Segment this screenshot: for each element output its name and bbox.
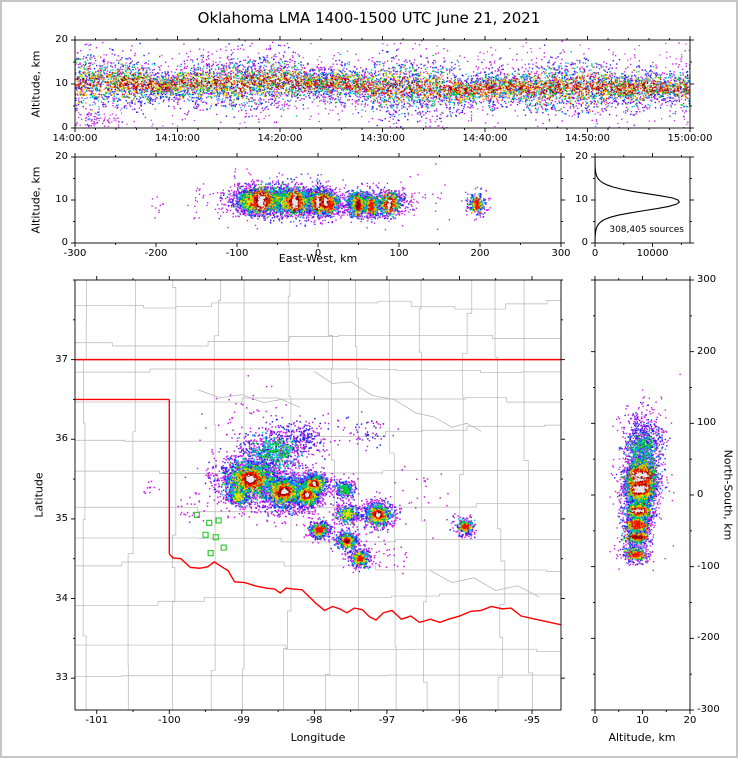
time-panel-ylabel: Altitude, km	[29, 50, 43, 118]
plan-view-y-tick-label: 34	[55, 592, 68, 604]
histogram-y-tick-label: 20	[575, 151, 588, 162]
north-south-y-tick-label: -300	[697, 704, 720, 715]
east-west-x-tick-label: 100	[389, 248, 409, 259]
plan-view-y-tick-label: 36	[55, 433, 68, 445]
plan-view-x-tick-label: -99	[233, 715, 250, 726]
histogram-y-tick-label: 0	[581, 237, 588, 248]
time-height-x-tick-label: 14:00:00	[52, 133, 98, 144]
north-south-y-tick-label: -200	[697, 632, 720, 644]
north-south-y-tick-label: 200	[697, 345, 717, 357]
ew-panel-xlabel: East-West, km	[278, 252, 358, 265]
plan-view-y-tick-label: 35	[55, 512, 68, 524]
time-height-y-tick-label: 20	[55, 34, 68, 45]
plan-view-x-tick-label: -97	[378, 715, 396, 726]
time-height-x-tick-label: 14:20:00	[257, 133, 303, 144]
plan-view-x-tick-label: -98	[306, 715, 323, 726]
plan-view-x-tick-label: -95	[523, 715, 541, 726]
histogram-x-tick-label: 0	[591, 248, 599, 259]
time-height-y-tick-label: 10	[55, 78, 68, 89]
histogram-x-tick-label: 10000	[636, 248, 669, 259]
figure-title: Oklahoma LMA 1400-1500 UTC June 21, 2021	[197, 9, 541, 27]
north-south-y-tick-label: 300	[697, 274, 717, 285]
north-south-y-tick-label: 100	[697, 417, 717, 429]
time-height-x-tick-label: 14:50:00	[565, 133, 610, 144]
plan-view-y-tick-label: 33	[55, 672, 68, 684]
east-west-x-tick-label: -300	[63, 248, 87, 259]
east-west-x-tick-label: 0	[314, 248, 322, 259]
east-west-x-tick-label: -200	[144, 248, 168, 259]
north-south-y-tick-label: 0	[697, 489, 704, 500]
east-west-x-tick-label: 200	[470, 248, 490, 259]
plan-view-x-tick-label: -101	[85, 715, 109, 726]
plan-view-x-tick-label: -96	[451, 715, 468, 726]
ns-panel-ylabel: North-South, km	[721, 449, 735, 541]
north-south-x-tick-label: 10	[636, 715, 649, 726]
east-west-y-tick-label: 10	[55, 194, 68, 205]
plan-view-y-tick-label: 37	[55, 353, 68, 365]
time-height-x-tick-label: 15:00:00	[667, 133, 713, 144]
time-height-x-tick-label: 14:10:00	[155, 133, 200, 144]
time-height-x-tick-label: 14:30:00	[360, 133, 405, 144]
time-height-x-tick-label: 14:40:00	[462, 133, 508, 144]
histogram-y-tick-label: 10	[575, 194, 588, 205]
map-ylabel: Latitude	[32, 472, 46, 518]
east-west-y-tick-label: 0	[61, 237, 68, 248]
east-west-x-tick-label: -100	[225, 248, 249, 259]
north-south-y-tick-label: -100	[697, 560, 720, 572]
map-xlabel: Longitude	[290, 731, 346, 744]
east-west-y-tick-label: 20	[55, 151, 68, 162]
ns-panel-xlabel: Altitude, km	[608, 731, 676, 744]
time-height-y-tick-label: 0	[61, 122, 68, 133]
north-south-x-tick-label: 20	[683, 715, 697, 726]
plan-view-x-tick-label: -100	[157, 715, 181, 726]
ew-panel-ylabel: Altitude, km	[29, 166, 43, 234]
source-count-annotation: 308,405 sources	[609, 225, 684, 235]
north-south-x-tick-label: 0	[591, 715, 599, 726]
east-west-x-tick-label: 300	[551, 248, 571, 259]
